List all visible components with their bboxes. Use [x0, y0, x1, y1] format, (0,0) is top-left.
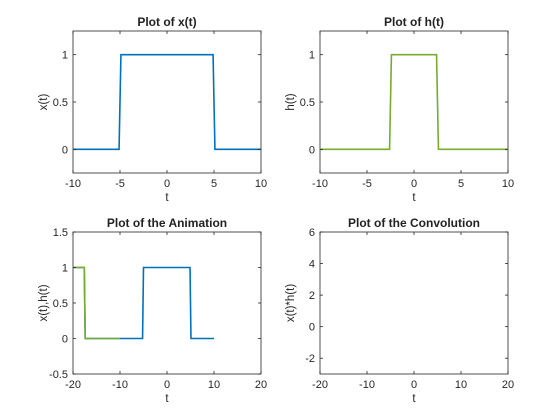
- series-line-2: [73, 266, 120, 340]
- y-axis-label: x(t)*h(t): [285, 284, 297, 323]
- x-tick-label: -20: [65, 379, 81, 391]
- x-tick-label: -10: [359, 379, 375, 391]
- x-tick-label: 0: [164, 178, 170, 190]
- x-tick-label: -10: [312, 178, 328, 190]
- y-tick-label: 0.5: [53, 298, 68, 310]
- x-tick-label: 0: [164, 379, 170, 391]
- x-tick-label: 10: [255, 178, 267, 190]
- y-tick-label: 2: [309, 290, 315, 302]
- y-tick-label: 0: [62, 334, 68, 346]
- x-tick-label: -20: [312, 379, 328, 391]
- axes-frame: [72, 231, 262, 375]
- axes-frame: [319, 231, 509, 375]
- x-tick-label: 20: [502, 379, 514, 391]
- chart-title: Plot of x(t): [137, 15, 196, 29]
- y-axis-label: x(t): [38, 94, 50, 111]
- y-tick-label: 1: [309, 50, 315, 62]
- y-tick-label: 1: [62, 50, 68, 62]
- series-line-1: [320, 53, 508, 151]
- x-axis-label: t: [165, 192, 169, 204]
- y-tick-label: 0: [62, 144, 68, 156]
- x-tick-label: -5: [362, 178, 372, 190]
- axes-frame: [319, 30, 509, 174]
- x-tick-label: 10: [208, 379, 220, 391]
- series-line-1: [73, 53, 261, 151]
- x-tick-label: -10: [65, 178, 81, 190]
- x-tick-label: 5: [458, 178, 464, 190]
- subplot-2: -10 -5 0 5 10 0 0.5 1 Plot of h(t) t h(t): [285, 15, 514, 204]
- chart-title: Plot of h(t): [384, 15, 444, 29]
- y-tick-label: -0.5: [49, 369, 68, 381]
- chart-title: Plot of the Convolution: [348, 216, 480, 230]
- x-tick-label: 0: [411, 379, 417, 391]
- y-tick-label: 0: [309, 322, 315, 334]
- y-tick-label: 1.5: [53, 227, 68, 239]
- subplot-1: -10 -5 0 5 10 0 0.5 1 Plot of x(t) t x(t): [38, 15, 267, 204]
- y-tick-label: 6: [309, 227, 315, 239]
- y-tick-label: 0.5: [53, 97, 68, 109]
- subplot-3: -20 -10 0 10 20 -0.5 0 0.5 1 1.5 Plot of the Anima…: [38, 216, 267, 405]
- y-tick-label: 0.5: [300, 97, 315, 109]
- x-axis-label: t: [412, 192, 416, 204]
- y-axis-label: h(t): [285, 93, 297, 110]
- y-tick-label: 4: [309, 259, 315, 271]
- x-tick-label: 10: [502, 178, 514, 190]
- y-tick-label: -2: [305, 353, 315, 365]
- x-tick-label: 10: [455, 379, 467, 391]
- x-tick-label: 5: [211, 178, 217, 190]
- x-axis-label: t: [412, 393, 416, 405]
- x-tick-label: -10: [112, 379, 128, 391]
- y-axis-label: x(t),h(t): [38, 284, 50, 321]
- chart-title: Plot of the Animation: [107, 216, 227, 230]
- y-tick-label: 0: [309, 144, 315, 156]
- x-tick-label: 0: [411, 178, 417, 190]
- x-tick-label: -5: [115, 178, 125, 190]
- axes-frame: [72, 30, 262, 174]
- x-axis-label: t: [165, 393, 169, 405]
- x-tick-label: 20: [255, 379, 267, 391]
- y-tick-label: 1: [62, 263, 68, 275]
